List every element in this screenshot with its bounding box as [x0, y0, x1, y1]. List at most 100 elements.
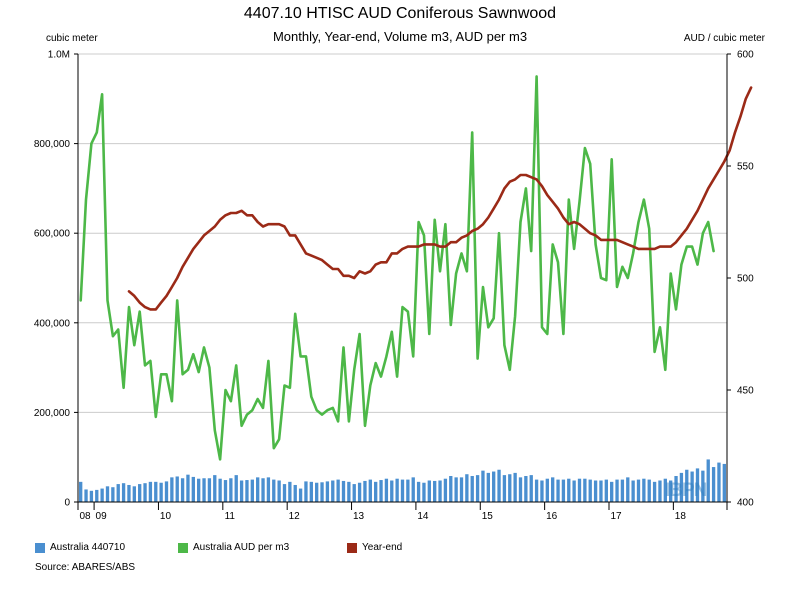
- right-tick-label: 550: [737, 162, 754, 173]
- right-tick-label: 450: [737, 386, 754, 397]
- volume-bar: [293, 484, 297, 502]
- right-tick-label: 400: [737, 498, 754, 509]
- volume-bar: [518, 477, 523, 502]
- volume-bar: [610, 481, 614, 502]
- volume-bar: [411, 477, 415, 502]
- volume-bar: [341, 480, 346, 502]
- volume-bar: [636, 479, 641, 502]
- volume-bar: [218, 478, 222, 502]
- volume-bar: [642, 478, 646, 502]
- volume-bar: [722, 463, 726, 502]
- x-tick-label: 12: [289, 511, 301, 522]
- volume-bar: [513, 472, 517, 502]
- volume-bar: [288, 481, 292, 502]
- right-axis-label: AUD / cubic meter: [683, 33, 765, 44]
- volume-bar: [588, 479, 592, 502]
- x-tick-label: 15: [482, 511, 494, 522]
- volume-bar: [175, 476, 179, 502]
- volume-bar: [529, 475, 533, 502]
- chart-subtitle: Monthly, Year-end, Volume m3, AUD per m3: [272, 29, 528, 44]
- volume-bar: [105, 486, 110, 502]
- volume-bar: [486, 472, 490, 502]
- volume-bar: [180, 478, 185, 502]
- volume-bar: [599, 480, 603, 502]
- x-tick-label: 14: [417, 511, 429, 522]
- volume-bar: [304, 481, 308, 502]
- volume-bar: [481, 470, 485, 502]
- volume-bar: [245, 480, 249, 502]
- chart-title: 4407.10 HTISC AUD Coniferous Sawnwood: [243, 5, 557, 22]
- volume-bar: [315, 482, 319, 502]
- legend-item-price[interactable]: Australia AUD per m3: [178, 542, 289, 553]
- volume-bar: [266, 477, 271, 502]
- volume-bar: [711, 467, 716, 502]
- volume-bar: [534, 479, 539, 502]
- volume-bar: [465, 474, 469, 502]
- volume-bar: [336, 479, 340, 502]
- volume-bar: [620, 479, 625, 502]
- volume-bar: [116, 484, 120, 502]
- x-tick-label: 08: [79, 511, 91, 522]
- x-tick-label: 09: [96, 511, 108, 522]
- volume-bar: [250, 479, 254, 502]
- volume-bar: [556, 479, 560, 502]
- volume-bar: [577, 478, 582, 502]
- volume-bar: [502, 475, 507, 502]
- volume-bar: [223, 480, 228, 502]
- legend-label-price: Australia AUD per m3: [193, 542, 290, 553]
- volume-bar: [492, 471, 496, 502]
- volume-bar: [84, 489, 88, 502]
- volume-bar: [325, 481, 330, 502]
- volume-bar: [647, 479, 651, 502]
- volume-bar: [674, 476, 678, 502]
- volume-bar: [202, 478, 206, 502]
- volume-bar: [213, 475, 217, 502]
- volume-bar: [524, 476, 528, 502]
- volume-bar: [470, 476, 474, 502]
- volume-bar: [164, 481, 169, 502]
- volume-bar: [277, 480, 281, 502]
- volume-bar: [572, 480, 576, 502]
- volume-bar: [540, 480, 544, 502]
- volume-bar: [583, 478, 587, 502]
- x-tick-label: 13: [353, 511, 365, 522]
- volume-bar: [272, 479, 276, 502]
- volume-bar: [347, 481, 351, 502]
- ibpn-watermark-logo: IBPN: [665, 480, 707, 501]
- volume-bar: [207, 478, 212, 502]
- volume-bar: [679, 472, 684, 502]
- price-line: [79, 75, 715, 461]
- volume-bar: [438, 480, 442, 502]
- legend-item-volume[interactable]: Australia 440710: [35, 542, 125, 553]
- volume-bar: [690, 471, 694, 502]
- volume-bar: [320, 482, 324, 502]
- volume-bar: [390, 480, 394, 502]
- volume-bar: [121, 483, 126, 502]
- volume-bar: [454, 477, 458, 502]
- volume-bar: [551, 477, 555, 502]
- volume-bar: [363, 480, 367, 502]
- left-tick-label: 1.0M: [48, 50, 70, 61]
- left-tick-label: 0: [64, 498, 70, 509]
- volume-bar: [191, 476, 195, 502]
- volume-bar: [706, 459, 710, 502]
- volume-bar: [652, 481, 657, 502]
- volume-bar: [132, 486, 136, 502]
- left-axis-label: cubic meter: [46, 33, 98, 44]
- volume-bar: [89, 490, 94, 502]
- volume-bar: [197, 478, 201, 502]
- volume-bar: [416, 481, 421, 502]
- right-tick-label: 500: [737, 274, 754, 285]
- volume-bar: [331, 480, 335, 502]
- volume-bar: [508, 474, 512, 502]
- legend-item-year-end[interactable]: Year-end: [347, 542, 402, 553]
- x-tick-label: 16: [546, 511, 558, 522]
- volume-bar: [545, 478, 549, 502]
- volume-bar: [475, 475, 480, 502]
- volume-bar: [298, 488, 303, 502]
- volume-bar: [449, 476, 453, 502]
- volume-bar: [261, 478, 265, 502]
- year-end-line: [127, 86, 753, 311]
- x-tick-label: 17: [610, 511, 622, 522]
- legend-swatch-year-end: [347, 542, 357, 553]
